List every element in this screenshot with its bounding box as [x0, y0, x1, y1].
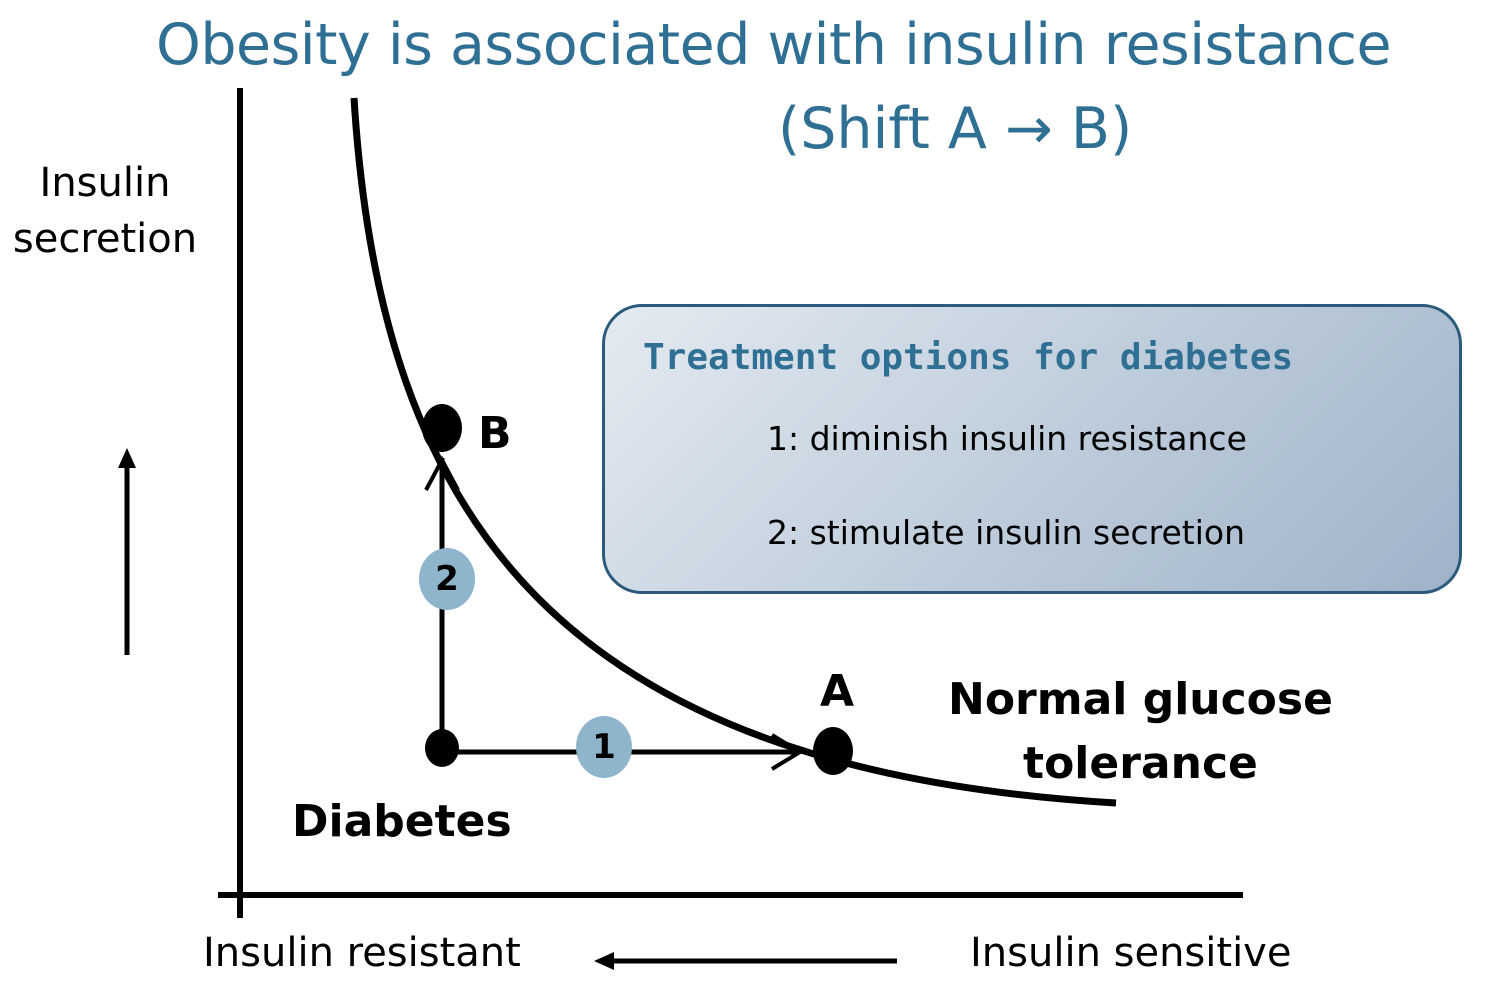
point-a-label: A [820, 666, 855, 717]
hyperbola-curve [350, 97, 1117, 807]
treatment-callout-box: Treatment options for diabetes 1: dimini… [602, 304, 1462, 594]
left-arrow-head-icon [594, 952, 614, 970]
x-axis-label-right: Insulin sensitive [970, 930, 1292, 976]
diabetes-label: Diabetes [292, 796, 512, 847]
path-1-arrowhead-icon [770, 733, 804, 771]
page-subtitle: (Shift A → B) [778, 96, 1133, 162]
callout-item-2: 2: stimulate insulin secretion [767, 513, 1246, 552]
y-axis-label: Insulin secretion [12, 160, 198, 262]
step-2-badge: 2 [419, 548, 475, 610]
page-title: Obesity is associated with insulin resis… [156, 12, 1392, 78]
callout-title: Treatment options for diabetes [643, 337, 1294, 378]
normal-glucose-tolerance-label: Normal glucose tolerance [948, 674, 1333, 789]
point-a-dot [813, 727, 853, 775]
up-arrow-head-icon [118, 448, 136, 468]
point-b-label: B [478, 408, 512, 459]
path-2-arrowhead-icon [424, 455, 460, 491]
step-1-badge: 1 [576, 716, 632, 778]
x-axis-label-left: Insulin resistant [203, 930, 521, 976]
callout-item-1: 1: diminish insulin resistance [767, 419, 1247, 458]
diabetes-point [425, 729, 459, 767]
point-b-dot [422, 404, 462, 452]
